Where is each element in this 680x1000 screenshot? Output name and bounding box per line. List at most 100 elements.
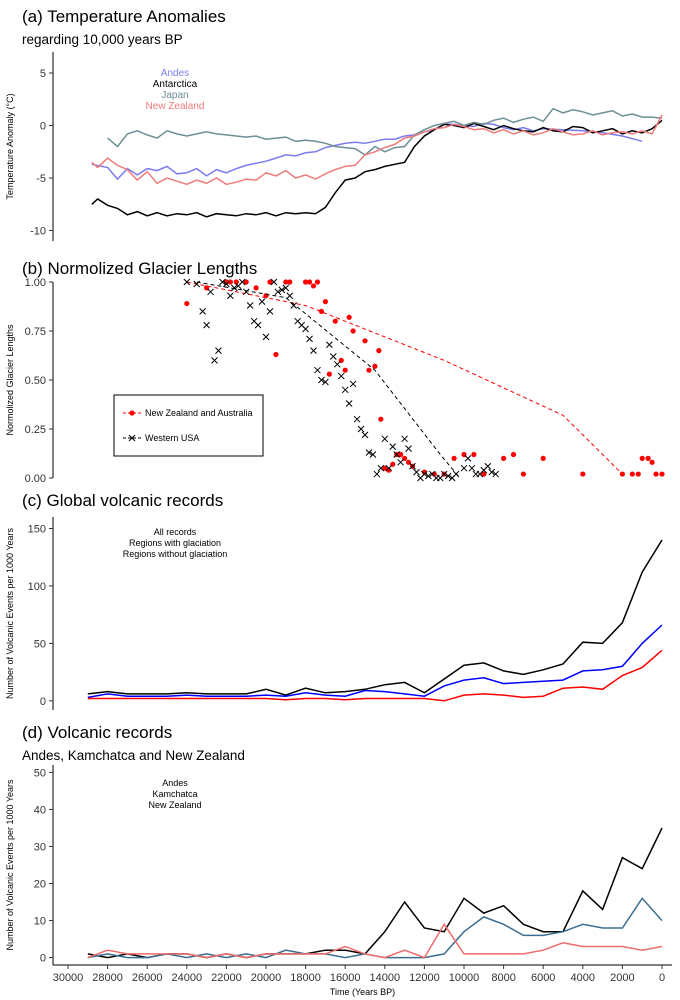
- y-tick-label: 100: [28, 581, 46, 593]
- data-point: [274, 288, 282, 296]
- legend-label: Western USA: [145, 433, 199, 443]
- data-point: [639, 455, 645, 461]
- data-point: [223, 280, 230, 288]
- trend-line: [196, 281, 461, 479]
- x-tick-label: 4000: [571, 972, 595, 984]
- series-japan: [107, 107, 663, 156]
- data-point: [350, 328, 356, 334]
- legend-label: Kamchatca: [152, 789, 197, 799]
- data-point: [306, 335, 313, 343]
- data-point: [329, 353, 337, 360]
- panel-c: (c) Global volcanic records 150 100 50 0 Numb…: [5, 491, 663, 710]
- data-point: [385, 464, 393, 472]
- data-point: [398, 451, 404, 458]
- data-point: [645, 455, 651, 461]
- legend-label: Andes: [161, 68, 189, 79]
- y-tick-label: -5: [36, 173, 46, 185]
- y-tick-label: 0: [40, 696, 46, 708]
- data-point: [290, 302, 298, 309]
- data-point: [451, 455, 457, 461]
- series-line: [91, 114, 663, 186]
- data-point: [286, 292, 294, 300]
- data-point: [322, 299, 328, 305]
- x-tick-label: 22000: [211, 972, 242, 984]
- data-point: [362, 338, 368, 344]
- series-antarctica: [91, 119, 663, 218]
- data-point: [377, 464, 385, 472]
- data-point: [230, 284, 238, 292]
- data-point: [314, 279, 321, 285]
- data-point: [492, 470, 500, 478]
- data-point: [215, 347, 222, 354]
- x-axis-label: Time (Years BP): [330, 987, 395, 997]
- x-tick-label: 26000: [132, 972, 163, 984]
- series-andes: [91, 122, 643, 181]
- data-point: [278, 286, 286, 294]
- series-line: [87, 624, 663, 699]
- data-point: [425, 472, 432, 480]
- data-point: [333, 360, 341, 368]
- series-western-usa: [183, 278, 500, 482]
- x-tick-label: 30000: [53, 972, 84, 984]
- data-point: [183, 278, 191, 286]
- data-point: [332, 318, 338, 324]
- data-point: [267, 279, 273, 285]
- x-tick-label: 28000: [92, 972, 123, 984]
- series-regions-with-glaciation: [87, 624, 663, 699]
- data-point: [227, 292, 234, 300]
- series-line: [107, 107, 663, 156]
- data-point: [337, 372, 345, 380]
- panel-title: (b) Normolized Glacier Lengths: [22, 259, 257, 278]
- x-tick-label: 10000: [449, 972, 480, 984]
- series-andes: [87, 827, 663, 959]
- y-tick-label: 50: [34, 638, 46, 650]
- data-point: [373, 470, 381, 478]
- y-tick-label: 0.00: [25, 473, 46, 485]
- data-point: [303, 279, 309, 285]
- y-axis-label: Normolized Glacier Lengths: [5, 324, 15, 436]
- data-point: [273, 351, 279, 358]
- data-point: [488, 468, 496, 476]
- panel-title: (a) Temperature Anomalies: [22, 7, 226, 26]
- data-point: [254, 321, 262, 329]
- data-point: [246, 302, 254, 309]
- legend-swatch-marker: [129, 410, 135, 416]
- series-new-zealand: [91, 114, 663, 186]
- data-point: [378, 416, 384, 422]
- series-line: [87, 539, 663, 696]
- legend-label: New Zealand: [148, 800, 201, 810]
- x-tick-label: 8000: [491, 972, 515, 984]
- data-point: [318, 308, 325, 314]
- series-all-records: [87, 539, 663, 696]
- legend-swatch-marker: [128, 434, 136, 442]
- data-point: [199, 308, 206, 315]
- data-point: [484, 462, 492, 470]
- data-point: [283, 279, 289, 285]
- y-tick-label: 0.25: [25, 424, 46, 436]
- y-tick-label: 50: [34, 767, 46, 779]
- panel-a: (a) Temperature Anomalies regarding 10,00…: [5, 7, 663, 241]
- data-point: [346, 314, 352, 320]
- data-point: [481, 471, 487, 477]
- series-line: [91, 122, 643, 181]
- data-point: [510, 451, 517, 458]
- data-point: [580, 471, 586, 477]
- y-tick-label: -10: [30, 226, 46, 238]
- data-point: [635, 471, 641, 477]
- data-point: [397, 458, 404, 466]
- legend-label: All records: [154, 527, 197, 537]
- data-point: [381, 435, 389, 443]
- series-line: [87, 897, 663, 959]
- data-point: [540, 455, 546, 461]
- data-point: [393, 451, 401, 458]
- data-point: [310, 347, 317, 354]
- data-point: [341, 386, 349, 394]
- series-line: [87, 827, 663, 959]
- data-point: [365, 449, 373, 456]
- data-point: [361, 431, 369, 439]
- legend-label: Regions with glaciation: [129, 538, 221, 548]
